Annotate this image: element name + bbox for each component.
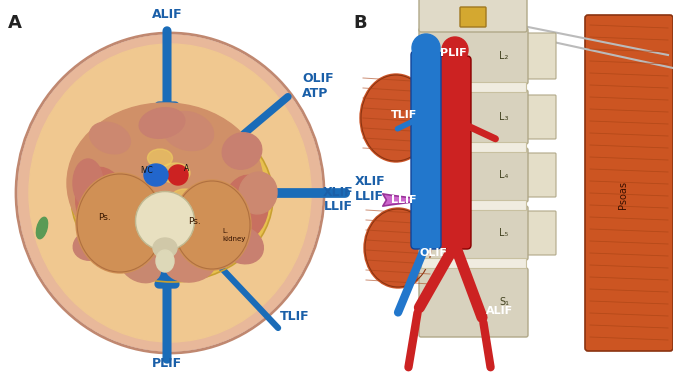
FancyBboxPatch shape: [411, 51, 441, 249]
FancyBboxPatch shape: [585, 15, 673, 351]
FancyArrowPatch shape: [483, 323, 491, 367]
Text: A: A: [184, 164, 189, 173]
Ellipse shape: [75, 167, 129, 239]
FancyArrowPatch shape: [419, 248, 454, 308]
Text: ALIF: ALIF: [486, 306, 513, 316]
Ellipse shape: [72, 113, 272, 281]
Ellipse shape: [18, 35, 322, 351]
Ellipse shape: [153, 238, 177, 258]
Text: ATP: ATP: [302, 87, 328, 100]
Text: L.
kidney: L. kidney: [222, 228, 246, 242]
FancyBboxPatch shape: [419, 206, 528, 260]
Ellipse shape: [90, 122, 131, 154]
Ellipse shape: [239, 172, 277, 214]
Ellipse shape: [168, 165, 188, 185]
Text: OLIF: OLIF: [419, 249, 447, 258]
Ellipse shape: [29, 44, 311, 342]
Text: Psoas: Psoas: [618, 181, 628, 209]
Text: L₄: L₄: [499, 170, 508, 180]
Ellipse shape: [147, 149, 172, 167]
Ellipse shape: [156, 250, 174, 272]
FancyBboxPatch shape: [419, 148, 528, 202]
Ellipse shape: [67, 103, 263, 263]
Ellipse shape: [160, 163, 190, 183]
Text: PLIF: PLIF: [439, 48, 466, 58]
Text: ALIF: ALIF: [151, 8, 182, 21]
FancyBboxPatch shape: [419, 268, 528, 337]
Bar: [421, 200, 526, 210]
FancyBboxPatch shape: [419, 90, 528, 144]
Ellipse shape: [162, 111, 213, 150]
Text: LLIF: LLIF: [355, 190, 384, 203]
FancyArrowPatch shape: [398, 248, 425, 312]
Ellipse shape: [136, 192, 194, 250]
Text: S₁: S₁: [499, 297, 509, 307]
FancyBboxPatch shape: [419, 28, 528, 84]
FancyBboxPatch shape: [524, 153, 556, 197]
Bar: [421, 82, 526, 92]
Text: L₃: L₃: [499, 112, 509, 122]
Ellipse shape: [171, 189, 199, 207]
Ellipse shape: [442, 37, 468, 63]
Text: LLIF: LLIF: [324, 200, 353, 213]
Ellipse shape: [364, 208, 432, 288]
FancyArrowPatch shape: [458, 121, 495, 139]
Text: XLIF: XLIF: [322, 186, 353, 199]
Text: TLIF: TLIF: [280, 310, 310, 323]
Text: LLIF: LLIF: [391, 195, 417, 205]
Text: Ps.: Ps.: [188, 216, 201, 225]
Ellipse shape: [144, 164, 168, 186]
Ellipse shape: [139, 108, 185, 138]
FancyBboxPatch shape: [524, 95, 556, 139]
Ellipse shape: [76, 173, 164, 273]
Bar: [421, 258, 526, 268]
Text: PLIF: PLIF: [152, 357, 182, 370]
Text: Ps.: Ps.: [98, 213, 111, 222]
Ellipse shape: [119, 247, 161, 283]
FancyBboxPatch shape: [524, 211, 556, 255]
FancyArrowPatch shape: [409, 313, 417, 367]
Bar: [421, 142, 526, 152]
Text: L₂: L₂: [499, 51, 508, 61]
Ellipse shape: [97, 185, 119, 225]
Ellipse shape: [221, 175, 269, 241]
Text: A: A: [8, 14, 22, 32]
Ellipse shape: [153, 210, 177, 226]
Text: XLIF: XLIF: [355, 175, 386, 188]
Text: OLIF: OLIF: [302, 72, 334, 85]
Text: L₅: L₅: [499, 228, 508, 238]
Ellipse shape: [73, 230, 111, 260]
FancyArrowPatch shape: [456, 248, 482, 317]
FancyBboxPatch shape: [439, 56, 471, 249]
Text: B: B: [353, 14, 367, 32]
Ellipse shape: [412, 34, 440, 62]
Ellipse shape: [222, 133, 262, 169]
FancyBboxPatch shape: [460, 7, 486, 27]
Ellipse shape: [360, 74, 432, 162]
Text: IVC: IVC: [140, 166, 153, 175]
Ellipse shape: [36, 217, 48, 239]
Ellipse shape: [173, 180, 251, 270]
FancyBboxPatch shape: [419, 0, 527, 32]
FancyBboxPatch shape: [524, 33, 556, 79]
Ellipse shape: [221, 226, 263, 264]
Text: TLIF: TLIF: [391, 110, 417, 120]
FancyArrowPatch shape: [398, 116, 423, 129]
Ellipse shape: [73, 159, 103, 207]
Ellipse shape: [165, 248, 215, 282]
